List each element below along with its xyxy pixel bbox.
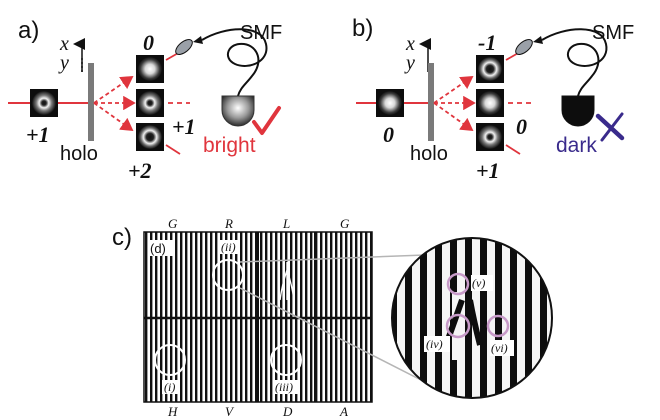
- panel-b-order-top: -1: [478, 30, 496, 55]
- panel-a-lens: [175, 39, 193, 55]
- panel-a-beam-top: [93, 75, 134, 104]
- panel-a-hologram: [88, 63, 94, 141]
- panel-b-detector: [561, 95, 595, 127]
- zoom-line-top: [239, 254, 426, 263]
- fork-dislocation: [279, 262, 295, 301]
- panel-b-input-mode-spot: [378, 91, 402, 115]
- label-top-1: R: [224, 216, 233, 231]
- panel-a-fiber: [201, 28, 268, 97]
- panel-c-label: c): [112, 224, 132, 251]
- zoom-label-v-bg: [471, 275, 493, 291]
- zoom-line-bottom: [239, 287, 426, 383]
- panel-a-order-bot: +2: [128, 158, 152, 183]
- panel-b-smf-label: SMF: [592, 22, 634, 44]
- panel-a-input-mode-ring: [32, 91, 56, 115]
- label-bottom-3: A: [339, 404, 348, 419]
- panel-a-mode-mid-ring: [138, 91, 162, 115]
- label-top-3: G: [340, 216, 350, 231]
- label-bottom-2: D: [282, 404, 293, 419]
- panel-c: c) G R L G H V D A (d) (ii) (i: [112, 216, 553, 419]
- zoom-label-vi: (vi): [491, 341, 508, 355]
- panel-b-detector-label: dark: [556, 134, 597, 157]
- panel-b-input-order: 0: [383, 122, 394, 147]
- panel-a-detector: [221, 95, 255, 127]
- panel-b-fiber-connector: [533, 36, 543, 44]
- zoom-inset: [391, 237, 553, 399]
- label-top-0: G: [168, 216, 178, 231]
- label-bottom-0: H: [167, 404, 178, 419]
- panel-b-beam-bot-cont: [505, 144, 521, 155]
- defect-circle-iii: [270, 344, 302, 376]
- panel-b: b) 0 x y holo -1 0 +1 SMF dark: [352, 15, 634, 183]
- fringe-plate-dividers: [143, 231, 373, 403]
- zoom-label-iv: (iv): [426, 337, 443, 351]
- zoom-label-v: (v): [472, 276, 485, 290]
- panel-b-hologram: [428, 63, 434, 141]
- label-iii-bg: [274, 380, 298, 394]
- zoom-label-vi-bg: [490, 340, 514, 356]
- panel-a-order-top: 0: [143, 30, 154, 55]
- panel-b-axis-x: x: [405, 33, 415, 55]
- zoom-defect-iv: [445, 313, 471, 339]
- cross-icon: [595, 112, 625, 142]
- panel-b-order-bot: +1: [476, 158, 500, 183]
- panel-b-order-mid: 0: [516, 114, 527, 139]
- label-iii: (iii): [275, 380, 293, 394]
- panel-b-beam-top: [433, 75, 474, 104]
- label-top-2: L: [282, 216, 290, 231]
- panel-b-mode-top-ring: [478, 57, 502, 81]
- panel-b-label: b): [352, 15, 373, 42]
- panel-a: a) +1 x y holo 0 +1 +2: [8, 17, 282, 183]
- panel-a-beam-bot-cont: [165, 144, 181, 155]
- panel-b-mode-bot-ring: [478, 125, 502, 149]
- panel-a-label: a): [18, 17, 39, 44]
- label-bottom-1: V: [225, 404, 235, 419]
- panel-a-mode-bot-ring: [138, 125, 162, 149]
- panel-a-order-mid: +1: [172, 114, 196, 139]
- label-ii: (ii): [221, 240, 236, 254]
- zoom-defect-vi: [486, 314, 510, 338]
- panel-a-holo-label: holo: [60, 143, 98, 165]
- label-i: (i): [164, 380, 175, 394]
- defect-circle-i: [154, 344, 186, 376]
- zoom-defect-v: [446, 272, 470, 296]
- defect-circle-ii: [212, 259, 244, 291]
- panel-b-mode-mid-spot: [478, 91, 502, 115]
- label-i-bg: [162, 380, 178, 394]
- zoom-label-iv-bg: [424, 336, 450, 352]
- panel-a-mode-top-spot: [138, 57, 162, 81]
- zoom-inset-fringes: [392, 238, 552, 398]
- sub-label: (d): [150, 241, 166, 256]
- panel-b-holo-label: holo: [410, 143, 448, 165]
- panel-a-fiber-connector: [193, 36, 203, 44]
- panel-a-input-order: +1: [26, 122, 50, 147]
- sub-label-bg: [148, 240, 174, 256]
- panel-a-beam-bot: [93, 102, 134, 132]
- panel-a-axis-y: y: [58, 52, 69, 74]
- check-icon: [252, 106, 281, 135]
- panel-b-fiber: [541, 28, 608, 97]
- panel-b-axis-y: y: [404, 52, 415, 74]
- panel-b-beam-bot: [433, 102, 474, 132]
- panel-b-lens: [515, 39, 533, 55]
- label-ii-bg: [220, 240, 240, 254]
- panel-a-axis-x: x: [59, 33, 69, 55]
- panel-a-smf-label: SMF: [240, 22, 282, 44]
- panel-a-detector-label: bright: [203, 134, 256, 157]
